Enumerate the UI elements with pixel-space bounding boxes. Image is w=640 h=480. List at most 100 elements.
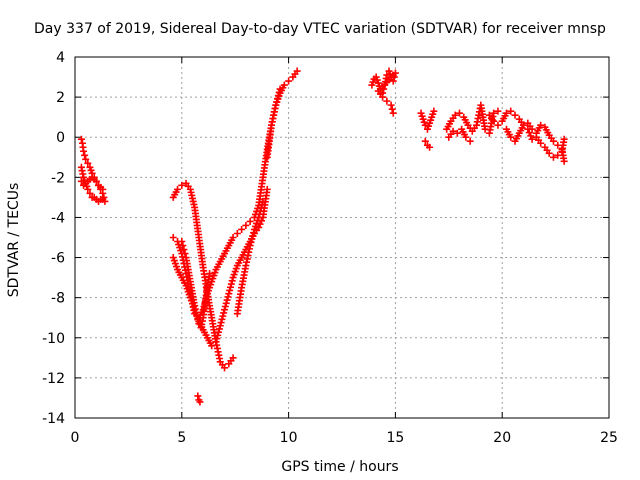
data-point (453, 129, 461, 137)
x-tick-label: 15 (386, 430, 404, 446)
data-point (426, 143, 434, 151)
data-point (181, 250, 189, 258)
data-point (383, 71, 391, 79)
data-point (80, 147, 88, 155)
data-point (99, 185, 107, 193)
data-point (227, 280, 235, 288)
data-point (178, 181, 186, 189)
y-tick-label: 0 (56, 130, 65, 146)
data-point (221, 364, 229, 372)
data-point (421, 137, 429, 145)
data-point (246, 217, 254, 225)
y-tick-label: 4 (56, 50, 65, 66)
data-point (214, 331, 222, 339)
plot-frame (74, 56, 610, 419)
y-axis-label: SDTVAR / TECUs (6, 183, 22, 298)
data-point (84, 185, 92, 193)
data-point (275, 88, 283, 96)
y-tick-label: -12 (42, 371, 65, 387)
data-point (528, 135, 536, 143)
data-point (293, 67, 301, 75)
data-point (226, 286, 234, 294)
data-point (527, 132, 535, 140)
data-point (490, 109, 498, 117)
data-point (525, 129, 533, 137)
data-point (169, 234, 177, 241)
data-point (218, 315, 226, 323)
data-point (220, 309, 228, 317)
data-point (494, 121, 502, 129)
data-point (273, 98, 281, 106)
chart-title: Day 337 of 2019, Sidereal Day-to-day VTE… (34, 21, 606, 37)
y-tick-label: -2 (51, 170, 65, 186)
data-point (229, 354, 237, 362)
y-tick-label: -6 (51, 251, 65, 267)
y-tick-label: -8 (51, 291, 65, 307)
data-point (196, 398, 204, 406)
data-point (524, 125, 532, 133)
data-point (84, 159, 92, 167)
data-point (274, 92, 282, 100)
data-point (216, 322, 224, 330)
data-point (92, 177, 100, 185)
data-point (387, 101, 395, 109)
x-tick-label: 5 (177, 430, 186, 446)
data-point (537, 139, 545, 147)
data-point (194, 316, 202, 324)
y-tick-label: -14 (42, 411, 65, 427)
data-point (263, 185, 271, 193)
data-point (215, 328, 223, 336)
data-points (77, 67, 568, 406)
data-point (215, 325, 223, 333)
data-point (221, 306, 229, 314)
data-point (242, 221, 250, 229)
data-point (276, 85, 284, 93)
data-point (388, 105, 396, 113)
data-point (208, 342, 216, 350)
y-tick-label: -10 (42, 331, 65, 347)
data-point (511, 111, 519, 119)
data-point (449, 127, 457, 135)
data-point (537, 121, 545, 129)
data-point (194, 392, 202, 400)
data-point (273, 95, 281, 103)
y-tick-label: 2 (56, 90, 65, 106)
data-point (206, 270, 214, 278)
data-point (221, 302, 229, 310)
data-point (560, 157, 568, 165)
data-point (229, 234, 237, 241)
data-point (223, 296, 231, 304)
data-point (560, 135, 568, 143)
data-point (233, 229, 241, 237)
data-point (255, 223, 263, 231)
data-point (228, 277, 236, 285)
y-tick-label: -4 (51, 210, 65, 226)
data-point (430, 107, 438, 115)
data-point (219, 312, 227, 320)
data-point (272, 101, 280, 109)
data-point (383, 97, 391, 105)
data-point (193, 312, 201, 320)
data-point (238, 225, 246, 233)
data-point (490, 117, 498, 125)
x-tick-label: 25 (600, 430, 618, 446)
data-point (545, 149, 553, 157)
data-point (227, 283, 235, 291)
data-point (81, 151, 89, 159)
data-point (213, 335, 221, 343)
data-point (462, 133, 470, 141)
x-tick-label: 20 (493, 430, 511, 446)
data-point (82, 155, 90, 163)
data-point (549, 137, 557, 145)
data-point (455, 109, 463, 117)
data-point (502, 109, 510, 117)
data-point (466, 137, 474, 145)
data-point (389, 109, 397, 117)
data-point (178, 238, 186, 246)
data-point (212, 338, 220, 346)
data-point (280, 81, 288, 89)
grid-lines (75, 57, 609, 418)
data-point (379, 93, 387, 101)
data-point (421, 121, 429, 129)
